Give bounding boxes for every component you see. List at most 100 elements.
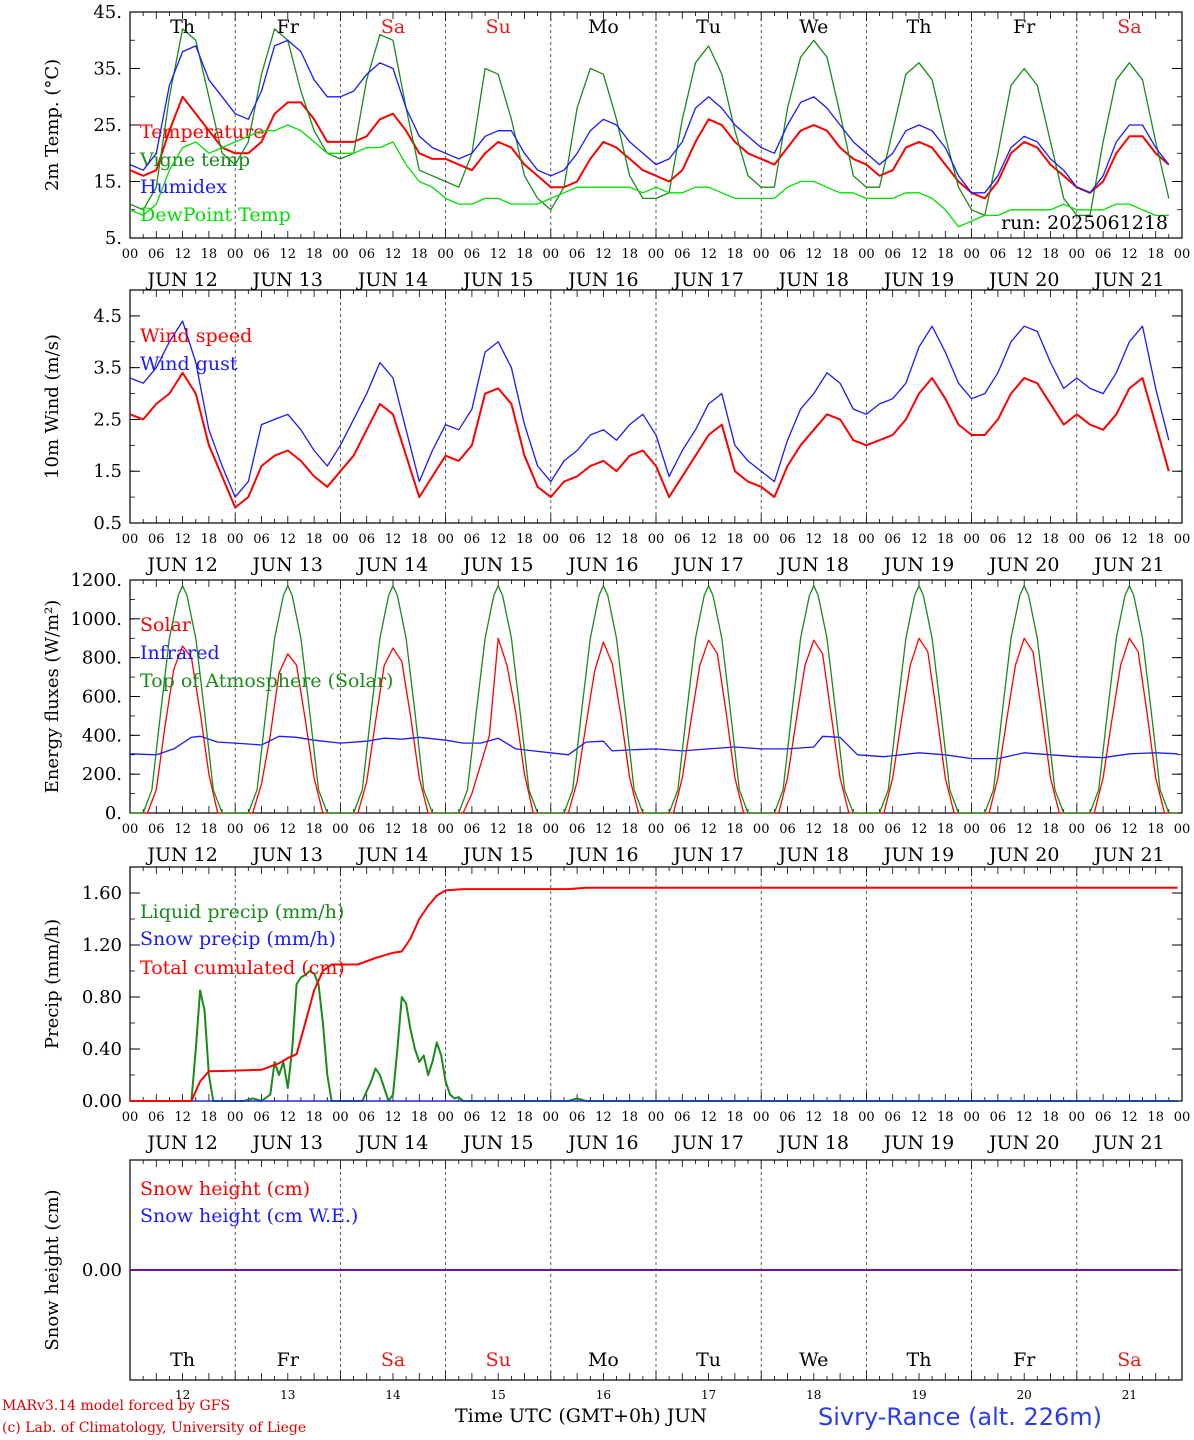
hour-tick-label: 00 xyxy=(963,532,980,547)
legend-entry: Total cumulated (cm) xyxy=(140,957,345,979)
hour-tick-label: 00 xyxy=(858,532,875,547)
day-of-week-label: Sa xyxy=(1117,1349,1141,1371)
hour-tick-label: 06 xyxy=(464,532,481,547)
hour-tick-label: 18 xyxy=(621,247,638,262)
hour-tick-label: 12 xyxy=(700,532,717,547)
day-of-week-label: Su xyxy=(486,1349,511,1371)
hour-tick-label: 06 xyxy=(1095,532,1112,547)
hour-tick-label: 18 xyxy=(727,532,744,547)
hour-tick-label: 18 xyxy=(306,247,323,262)
panel-4: 1.60 1.20 0.80 0.40 0.00 Precip (mm/h) Liquid … xyxy=(42,866,1190,1154)
panel-2: 4.5 3.5 2.5 1.5 0.5 10m Wind (m/s) Wind speed W… xyxy=(42,289,1191,576)
hour-tick-label: 00 xyxy=(543,247,560,262)
hour-tick-label: 18 xyxy=(516,1110,533,1125)
day-of-week-label: Sa xyxy=(381,16,405,38)
hour-tick-label: 06 xyxy=(884,1110,901,1125)
day-number-label: 18 xyxy=(806,1388,821,1402)
hour-tick-label: 00 xyxy=(332,247,349,262)
hour-tick-label: 06 xyxy=(569,822,586,837)
hour-tick-label: 12 xyxy=(490,1110,507,1125)
legend-entry: Vigne temp xyxy=(139,149,250,171)
hour-tick-label: 12 xyxy=(1121,822,1138,837)
date-label: JUN 20 xyxy=(987,269,1059,291)
site-name: Sivry-Rance (alt. 226m) xyxy=(818,1403,1103,1431)
hour-tick-label: 18 xyxy=(516,247,533,262)
hour-tick-label: 00 xyxy=(1174,822,1191,837)
hour-tick-label: 12 xyxy=(174,822,191,837)
hour-tick-label: 00 xyxy=(332,822,349,837)
hour-tick-label: 00 xyxy=(1069,822,1086,837)
hour-tick-label: 12 xyxy=(911,1110,928,1125)
y-tick-label: 0. xyxy=(105,803,122,824)
hour-tick-label: 00 xyxy=(858,247,875,262)
hour-tick-label: 06 xyxy=(884,822,901,837)
lab-credit: (c) Lab. of Climatology, University of L… xyxy=(2,1420,307,1436)
hour-tick-label: 00 xyxy=(753,247,770,262)
hour-tick-label: 06 xyxy=(779,532,796,547)
hour-tick-label: 12 xyxy=(280,822,297,837)
hour-tick-label: 12 xyxy=(490,532,507,547)
date-label: JUN 17 xyxy=(671,269,743,291)
hour-tick-label: 00 xyxy=(648,247,665,262)
x-tick-marks xyxy=(129,1160,1183,1380)
hour-tick-label: 00 xyxy=(227,1110,244,1125)
hour-tick-label: 06 xyxy=(569,1110,586,1125)
hour-tick-label: 12 xyxy=(911,822,928,837)
hour-tick-label: 12 xyxy=(700,247,717,262)
day-of-week-label: Fr xyxy=(277,1349,300,1371)
panel-1: 45. 35. 25. 15. 5. 2m Temp. (°C) Temperature Vi… xyxy=(42,2,1190,291)
hour-tick-label: 06 xyxy=(990,247,1007,262)
date-label: JUN 12 xyxy=(145,554,217,576)
hour-tick-label: 12 xyxy=(490,822,507,837)
day-of-week-label: Th xyxy=(170,16,195,38)
hour-tick-label: 06 xyxy=(1095,822,1112,837)
y-tick-label: 1000. xyxy=(70,609,122,630)
x-axis-unit: JUN xyxy=(666,1405,708,1427)
legend-entry: Snow precip (mm/h) xyxy=(140,928,336,950)
hour-tick-label: 00 xyxy=(122,822,139,837)
hour-tick-label: 00 xyxy=(1174,532,1191,547)
y-tick-label: 4.5 xyxy=(93,306,122,327)
y-tick-label: 35. xyxy=(93,59,122,80)
date-label: JUN 20 xyxy=(987,1132,1059,1154)
hour-tick-label: 00 xyxy=(122,532,139,547)
date-label: JUN 21 xyxy=(1092,1132,1164,1154)
day-number-label: 19 xyxy=(911,1388,926,1402)
hour-tick-label: 00 xyxy=(227,247,244,262)
series-line-temperature xyxy=(129,95,1170,200)
hour-tick-label: 00 xyxy=(963,247,980,262)
day-of-week-label: Mo xyxy=(588,16,619,38)
date-label: JUN 13 xyxy=(251,1132,323,1154)
legend-entry: Snow height (cm) xyxy=(140,1178,310,1200)
series-line-top-of-atmosphere-solar xyxy=(130,585,1178,814)
legend-entry: Top of Atmosphere (Solar) xyxy=(140,670,393,692)
hour-tick-label: 18 xyxy=(1042,247,1059,262)
hour-tick-label: 18 xyxy=(937,822,954,837)
hour-tick-label: 06 xyxy=(779,247,796,262)
hour-tick-label: 18 xyxy=(1147,822,1164,837)
hour-tick-label: 00 xyxy=(543,822,560,837)
hour-tick-label: 06 xyxy=(884,532,901,547)
date-label: JUN 20 xyxy=(987,844,1059,866)
hour-tick-label: 06 xyxy=(569,532,586,547)
hour-tick-label: 18 xyxy=(727,822,744,837)
date-label: JUN 16 xyxy=(566,554,638,576)
hour-tick-label: 06 xyxy=(674,532,691,547)
series-line-vigne-temp xyxy=(129,28,1170,217)
y-tick-label: 800. xyxy=(82,648,122,669)
hour-tick-label: 18 xyxy=(1042,822,1059,837)
y-axis-label: Energy fluxes (W/m²) xyxy=(42,600,63,794)
hour-tick-label: 00 xyxy=(753,532,770,547)
day-number-label: 16 xyxy=(596,1388,611,1402)
hour-tick-label: 00 xyxy=(963,822,980,837)
series-line-liquid-precip-mm-h xyxy=(130,970,1178,1102)
y-axis-label: Precip (mm/h) xyxy=(42,919,63,1049)
hour-tick-label: 18 xyxy=(937,532,954,547)
hour-tick-label: 00 xyxy=(332,1110,349,1125)
date-label: JUN 12 xyxy=(145,1132,217,1154)
date-label: JUN 21 xyxy=(1092,554,1164,576)
date-label: JUN 14 xyxy=(356,269,428,291)
date-label: JUN 14 xyxy=(356,554,428,576)
date-label: JUN 12 xyxy=(145,844,217,866)
hour-tick-label: 12 xyxy=(700,822,717,837)
